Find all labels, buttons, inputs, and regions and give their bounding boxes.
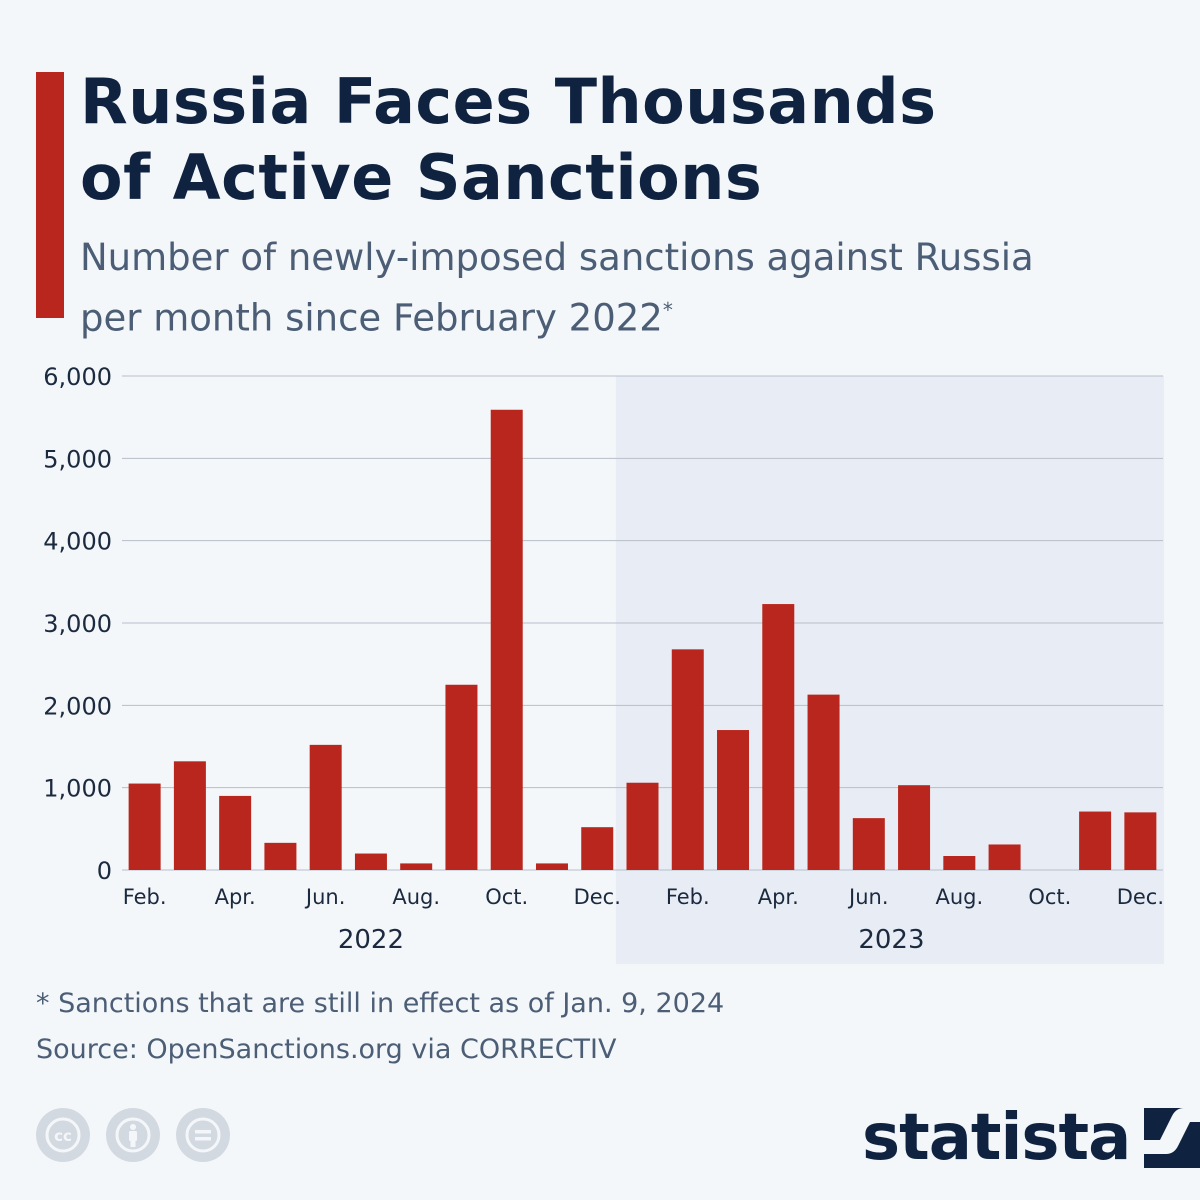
title-line-1: Russia Faces Thousands bbox=[80, 65, 937, 138]
bar bbox=[264, 842, 297, 870]
svg-text:cc: cc bbox=[54, 1127, 72, 1145]
year-label: 2022 bbox=[338, 925, 404, 955]
bar bbox=[128, 783, 161, 870]
y-tick-label: 1,000 bbox=[43, 775, 112, 803]
logo-wordmark: statista bbox=[862, 1101, 1131, 1175]
bar bbox=[219, 795, 252, 870]
bar bbox=[626, 782, 659, 870]
subtitle-line-1: Number of newly-imposed sanctions agains… bbox=[80, 236, 1034, 279]
y-tick-label: 4,000 bbox=[43, 528, 112, 556]
accent-bar bbox=[36, 72, 64, 318]
chart-subtitle: Number of newly-imposed sanctions agains… bbox=[80, 232, 1160, 344]
source-line: Source: OpenSanctions.org via CORRECTIV bbox=[36, 1034, 617, 1065]
bar bbox=[581, 827, 614, 870]
bar bbox=[852, 818, 885, 870]
statista-logo[interactable]: statista bbox=[862, 1098, 1200, 1178]
bar bbox=[1124, 812, 1157, 870]
footnote: * Sanctions that are still in effect as … bbox=[36, 988, 725, 1019]
x-tick-label: Aug. bbox=[935, 885, 983, 909]
bar bbox=[988, 844, 1021, 870]
x-tick-label: Apr. bbox=[215, 885, 256, 909]
y-tick-label: 6,000 bbox=[43, 363, 112, 391]
subtitle-line-2: per month since February 2022 bbox=[80, 296, 663, 340]
y-tick-label: 2,000 bbox=[43, 692, 112, 720]
bar-chart: 0 1,000 2,000 3,000 4,000 5,000 6,000 Feb. Apr. J… bbox=[43, 363, 1164, 964]
bar bbox=[717, 730, 750, 870]
y-tick-label: 0 bbox=[97, 857, 112, 885]
x-tick-label: Jun. bbox=[304, 885, 346, 909]
cc-icon[interactable]: cc bbox=[36, 1108, 90, 1162]
x-tick-label: Feb. bbox=[123, 885, 167, 909]
bar bbox=[898, 785, 931, 870]
x-tick-label: Oct. bbox=[1028, 885, 1071, 909]
year-highlight-band bbox=[615, 376, 1164, 964]
x-tick-label: Apr. bbox=[758, 885, 799, 909]
x-tick-label: Dec. bbox=[574, 885, 621, 909]
y-tick-label: 5,000 bbox=[43, 445, 112, 473]
bar bbox=[354, 853, 387, 870]
x-tick-label: Aug. bbox=[392, 885, 440, 909]
y-tick-label: 3,000 bbox=[43, 610, 112, 638]
attribution-icon[interactable] bbox=[106, 1108, 160, 1162]
bar bbox=[535, 863, 568, 870]
x-tick-label: Dec. bbox=[1117, 885, 1164, 909]
year-label: 2023 bbox=[858, 925, 924, 955]
x-tick-label: Oct. bbox=[485, 885, 528, 909]
bar bbox=[309, 744, 342, 870]
x-tick-label: Jun. bbox=[847, 885, 889, 909]
bar bbox=[400, 863, 433, 870]
bar bbox=[445, 684, 478, 870]
subtitle-footnote-mark: * bbox=[662, 298, 673, 322]
bar bbox=[490, 409, 523, 870]
statista-logo-icon bbox=[1144, 1108, 1200, 1168]
bar bbox=[671, 649, 704, 870]
bar bbox=[762, 604, 795, 870]
title-line-2: of Active Sanctions bbox=[80, 141, 763, 214]
x-tick-label: Feb. bbox=[666, 885, 710, 909]
no-derivatives-icon[interactable] bbox=[176, 1108, 230, 1162]
bar bbox=[173, 761, 206, 870]
bar bbox=[1079, 811, 1112, 870]
bar bbox=[807, 694, 840, 870]
bar bbox=[943, 856, 976, 870]
chart-title: Russia Faces Thousands of Active Sanctio… bbox=[80, 64, 1160, 216]
license-icons: cc bbox=[36, 1108, 230, 1162]
